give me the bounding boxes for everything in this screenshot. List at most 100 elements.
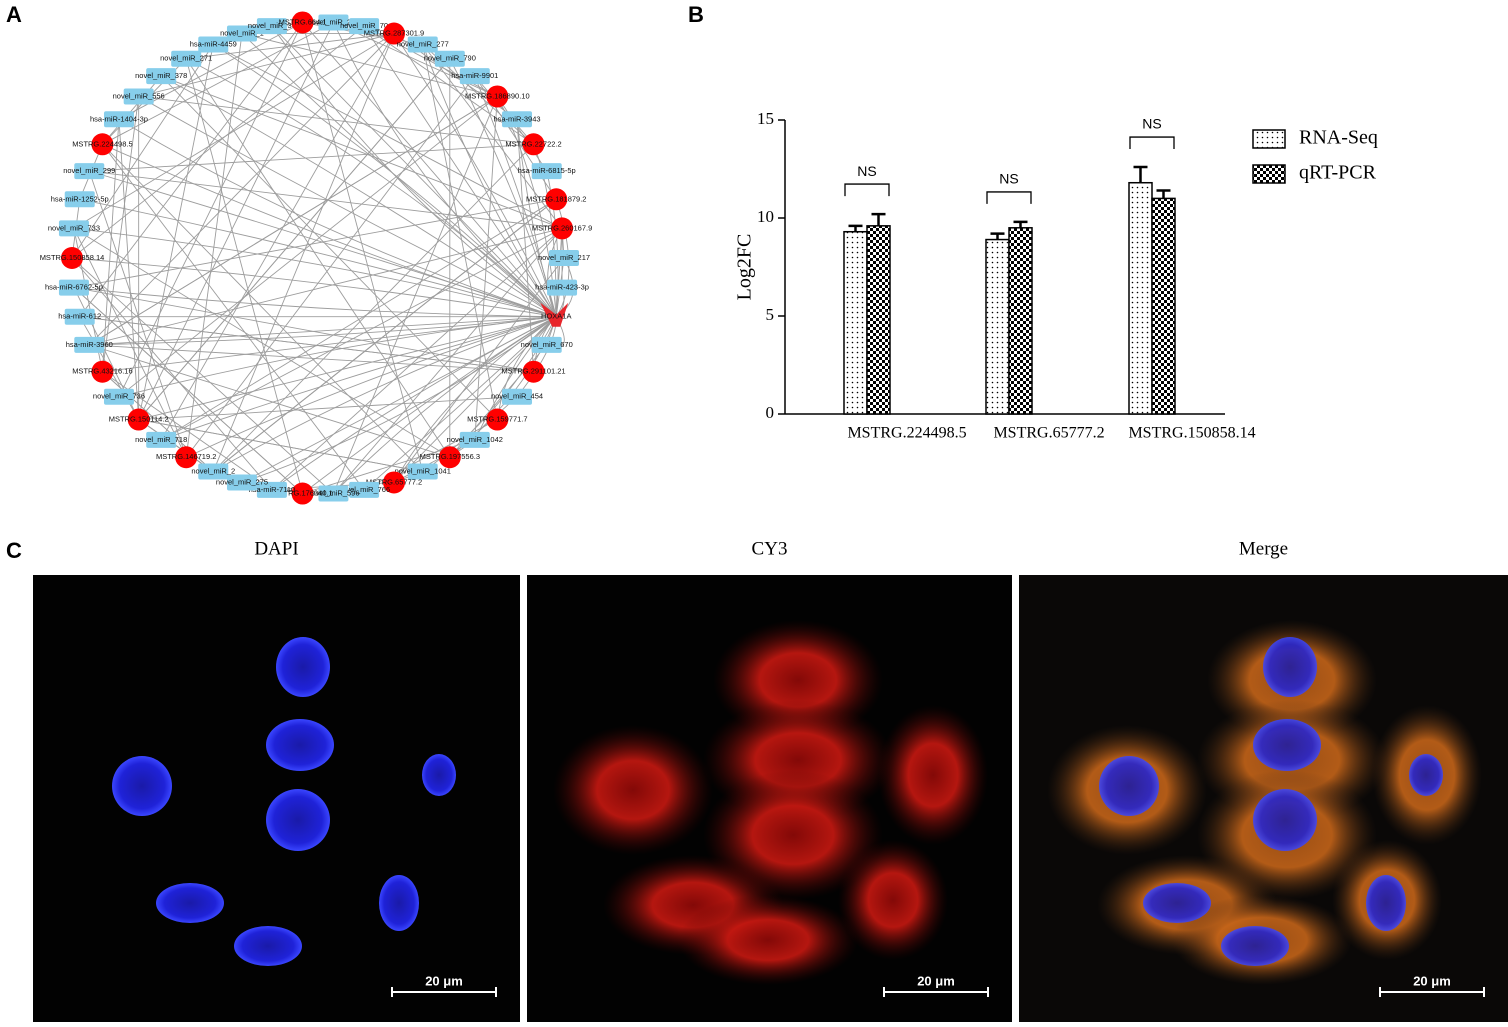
y-tick-label: 0: [766, 403, 775, 422]
network: novel_miR_285novel_miR_70MSTRG.287301.9n…: [40, 11, 593, 504]
node-label: MSTRG.150114.2: [109, 415, 169, 424]
node-label: hsa-miR-3960: [66, 340, 113, 349]
ns-bracket: [845, 184, 889, 196]
scale-bar-label: 20 μm: [917, 973, 955, 988]
node-label: novel_miR_718: [135, 435, 187, 444]
node-label: HOXA1A: [541, 312, 571, 321]
node-label: MSTRG.146719.2: [156, 452, 216, 461]
bar-chart: 051015Log2FCNSMSTRG.224498.5NSMSTRG.6577…: [734, 109, 1378, 442]
nucleus: [156, 883, 224, 923]
edge: [89, 96, 497, 344]
edge: [102, 119, 119, 371]
edge: [213, 44, 556, 316]
annotation: NS: [857, 163, 876, 179]
node-label: novel_miR_670: [521, 340, 573, 349]
ns-bracket: [987, 192, 1031, 204]
nucleus: [112, 756, 172, 816]
node-label: novel_miR_733: [48, 223, 100, 232]
node-label: MSTRG.287301.9: [364, 29, 424, 38]
nucleus: [1366, 875, 1406, 931]
node-label: MSTRG.197556.3: [420, 452, 480, 461]
ns-bracket: [1130, 137, 1174, 149]
channel-label: Merge: [1239, 538, 1288, 559]
error-bar: [1014, 222, 1028, 228]
edge: [89, 34, 394, 345]
node-label: MSTRG.22722.2: [505, 139, 561, 148]
nucleus: [276, 637, 330, 697]
micrographs: DAPI 20 μm CY3 20 μm Merge 20 μm: [33, 538, 1508, 1022]
node-label: MSTRG.43216.16: [72, 367, 132, 376]
node-label: novel_miR_217: [538, 253, 590, 262]
cell-cytoplasm: [553, 725, 713, 855]
edge: [89, 144, 533, 171]
annotation: NS: [999, 171, 1018, 187]
node-label: novel_miR_2: [191, 467, 235, 476]
edge: [102, 76, 161, 144]
node-label: hsa-miR-9901: [451, 71, 498, 80]
node-label: novel_miR_1042: [447, 435, 503, 444]
bar: [1009, 228, 1032, 414]
y-tick-label: 15: [757, 109, 774, 128]
error-bar: [849, 226, 863, 232]
edge: [517, 119, 534, 371]
nucleus: [1409, 754, 1443, 796]
bar: [844, 232, 867, 414]
panel-label: C: [6, 538, 22, 563]
node-label: MSTRG.291101.21: [502, 367, 566, 376]
nucleus: [266, 789, 330, 851]
node-label: hsa-miR-423-3p: [535, 283, 589, 292]
node-label: novel_miR_790: [424, 54, 476, 63]
x-tick-label: MSTRG.150858.14: [1128, 425, 1255, 442]
nucleus: [234, 926, 302, 966]
edge: [213, 44, 562, 228]
panel-label: A: [6, 2, 22, 27]
y-axis-title: Log2FC: [734, 234, 756, 301]
error-bar: [991, 234, 1005, 240]
annotation: NS: [1142, 116, 1161, 132]
nucleus: [1253, 719, 1321, 771]
cell-cytoplasm: [838, 840, 948, 960]
bar: [1129, 183, 1152, 414]
bar: [867, 226, 890, 414]
nucleus: [1143, 883, 1211, 923]
node-label: hsa-miR-6815-5p: [518, 166, 576, 175]
node-label: MSTRG.664.1: [279, 17, 327, 26]
node-label: novel_miR_1041: [395, 467, 451, 476]
nucleus: [1221, 926, 1289, 966]
error-bar: [1157, 191, 1171, 199]
scale-bar-label: 20 μm: [425, 973, 463, 988]
node-label: MSTRG.159771.7: [467, 415, 527, 424]
node-label: novel_miR_277: [397, 39, 449, 48]
node-label: MSTRG.260167.9: [532, 223, 592, 232]
edge: [186, 34, 242, 458]
legend-swatch: [1253, 130, 1285, 148]
node-label: hsa-miR-3943: [493, 114, 540, 123]
nucleus: [1253, 789, 1317, 851]
node-label: novel_miR_299: [63, 166, 115, 175]
edge: [89, 228, 562, 344]
legend-swatch: [1253, 165, 1285, 183]
node-label: hsa-miR-612: [58, 312, 101, 321]
channel-label: DAPI: [254, 538, 298, 559]
panel-label: B: [688, 2, 704, 27]
nucleus: [422, 754, 456, 796]
node-label: novel_miR_271: [160, 54, 212, 63]
x-tick-label: MSTRG.65777.2: [993, 425, 1104, 442]
nucleus: [1099, 756, 1159, 816]
scale-bar-label: 20 μm: [1413, 973, 1451, 988]
nucleus: [379, 875, 419, 931]
cell-cytoplasm: [878, 705, 988, 845]
error-bar: [872, 214, 886, 226]
node-label: novel_miR_736: [93, 392, 145, 401]
edge: [139, 397, 517, 420]
channel-label: CY3: [752, 538, 788, 559]
error-bar: [1134, 167, 1148, 183]
node-label: MSTRG.186890.10: [465, 91, 530, 100]
node-label: MSTRG.224498.5: [72, 139, 132, 148]
edge: [119, 96, 497, 396]
edge: [89, 317, 556, 345]
node-label: hsa-miR-6762-5p: [45, 283, 103, 292]
node-label: novel_miR_454: [491, 392, 543, 401]
node-label: hsa-miR-1404-3p: [90, 114, 148, 123]
